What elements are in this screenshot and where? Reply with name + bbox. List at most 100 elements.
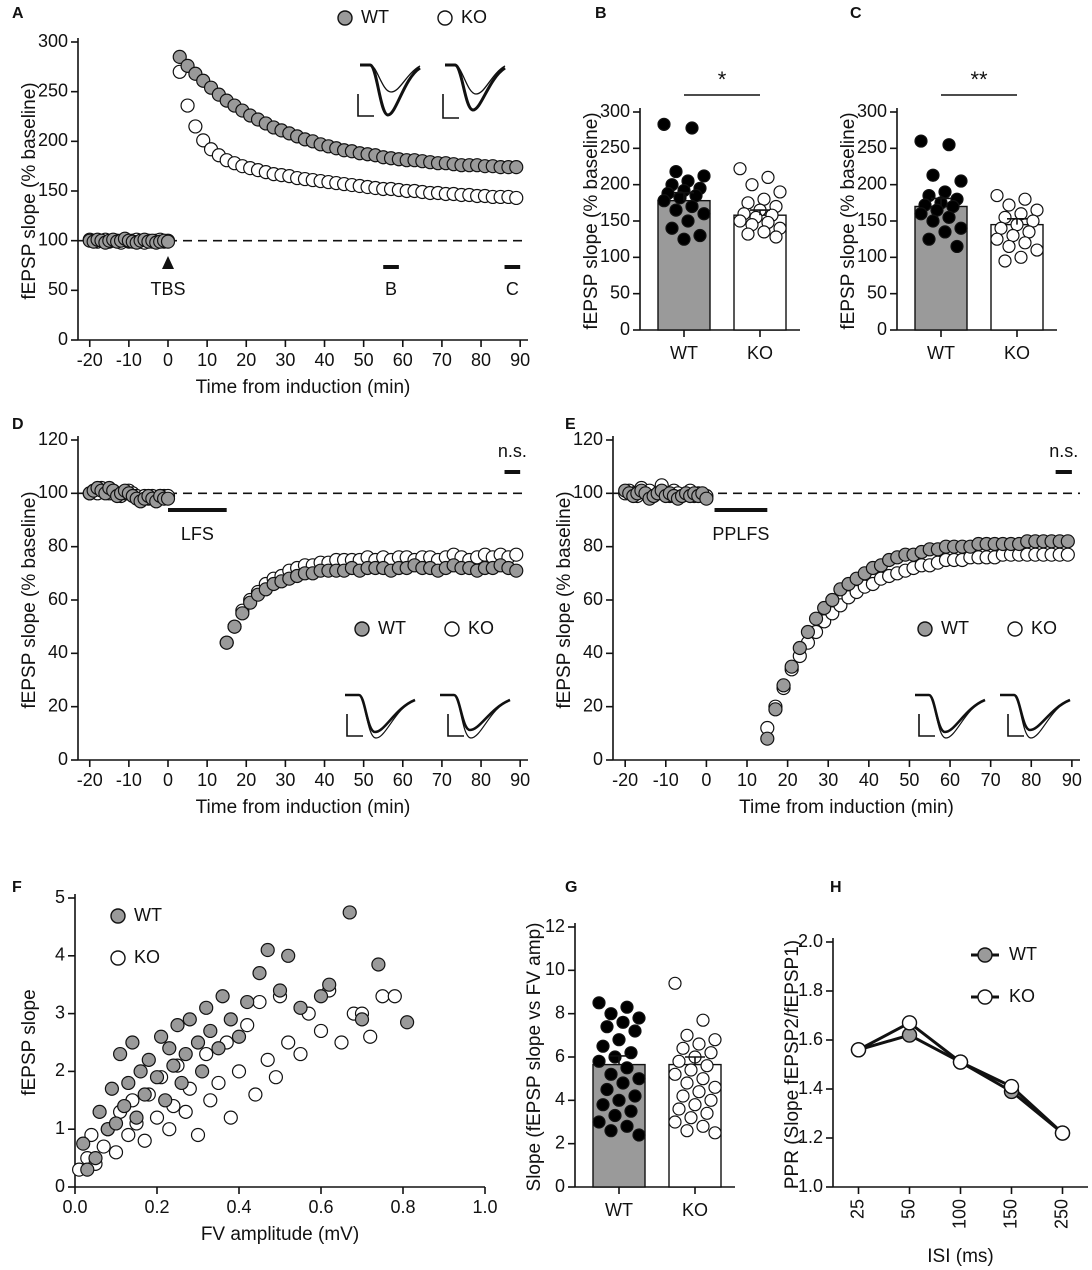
y-tick-label: 20 xyxy=(48,695,68,715)
y-axis-title: fEPSP slope (% baseline) xyxy=(19,82,40,299)
y-tick-label: 250 xyxy=(600,137,630,157)
data-point xyxy=(741,227,755,241)
trace xyxy=(1000,693,1071,732)
data-point xyxy=(994,221,1008,235)
data-point xyxy=(196,133,211,148)
y-tick-label: 100 xyxy=(600,246,630,266)
x-tick-label: 90 xyxy=(510,350,530,370)
x-tick-label: 30 xyxy=(818,770,838,790)
y-tick-label: 5 xyxy=(55,887,65,907)
data-point xyxy=(509,563,524,578)
data-point xyxy=(1030,243,1044,257)
data-point xyxy=(600,1020,614,1034)
legend-label: KO xyxy=(468,618,494,638)
data-point xyxy=(684,1063,698,1077)
inset-d-ko xyxy=(440,693,511,739)
data-point xyxy=(108,1145,124,1160)
data-point xyxy=(1060,534,1075,549)
y-tick-label: 1.0 xyxy=(798,1176,823,1196)
data-point xyxy=(998,254,1012,268)
data-point xyxy=(608,1050,622,1064)
data-point xyxy=(922,232,936,246)
data-point xyxy=(665,221,679,235)
data-point xyxy=(108,1116,124,1131)
x-tick-label: WT xyxy=(605,1200,633,1220)
annotation-label: n.s. xyxy=(498,441,527,461)
data-point xyxy=(926,168,940,182)
annotation-label: C xyxy=(506,279,519,299)
data-point xyxy=(688,1098,702,1112)
legend-marker xyxy=(354,621,370,637)
data-point xyxy=(223,1012,238,1027)
x-tick-label: 10 xyxy=(737,770,757,790)
x-tick-label: 90 xyxy=(1062,770,1082,790)
panel-letter: E xyxy=(565,416,576,433)
data-point xyxy=(92,1104,107,1119)
data-point xyxy=(914,134,928,148)
panel-letter: G xyxy=(565,879,577,896)
y-tick-label: 120 xyxy=(38,429,68,449)
trace xyxy=(440,693,511,732)
data-point xyxy=(203,1023,218,1039)
data-point xyxy=(592,1054,606,1068)
data-point xyxy=(990,188,1004,203)
panel-letter: F xyxy=(12,879,22,896)
data-point xyxy=(708,1126,722,1140)
x-tick-label: 60 xyxy=(393,350,413,370)
data-point xyxy=(708,1033,722,1047)
data-point xyxy=(149,1110,165,1125)
x-axis-title: ISI (ms) xyxy=(927,1246,994,1267)
x-tick-label: 80 xyxy=(471,350,491,370)
data-point xyxy=(681,214,695,228)
legend-marker xyxy=(917,621,933,637)
trace xyxy=(345,694,416,739)
data-point xyxy=(182,1012,197,1027)
scale-bar xyxy=(442,94,459,119)
data-point xyxy=(1022,225,1036,239)
data-point xyxy=(1060,547,1075,562)
data-point xyxy=(942,138,956,152)
x-tick-label: KO xyxy=(747,343,773,363)
data-point xyxy=(668,1067,682,1081)
legend-marker xyxy=(444,621,460,637)
y-axis-title: fEPSP slope (% baseline) xyxy=(581,112,602,329)
data-point xyxy=(137,1087,152,1102)
significance-label: ** xyxy=(970,67,988,92)
y-tick-label: 200 xyxy=(600,173,630,193)
data-point xyxy=(808,611,824,626)
y-tick-label: 40 xyxy=(48,642,68,662)
data-point xyxy=(672,1102,686,1116)
y-tick-label: 1.4 xyxy=(798,1078,823,1098)
scale-bar xyxy=(447,714,464,737)
x-tick-label: KO xyxy=(1004,343,1030,363)
data-point xyxy=(657,117,671,131)
y-tick-label: 150 xyxy=(38,180,68,200)
x-axis-title: FV amplitude (mV) xyxy=(201,1224,359,1245)
data-point xyxy=(704,1093,718,1107)
y-tick-label: 100 xyxy=(573,482,603,502)
data-point xyxy=(125,1035,140,1050)
data-point xyxy=(612,1033,626,1047)
y-tick-label: 50 xyxy=(610,282,630,302)
data-point xyxy=(692,1085,706,1099)
x-tick-label: 20 xyxy=(236,350,256,370)
annotation-label: PPLFS xyxy=(712,524,769,544)
data-point xyxy=(669,164,683,179)
data-point xyxy=(334,1035,349,1050)
data-point xyxy=(757,225,771,239)
y-tick-label: 150 xyxy=(857,210,887,230)
panel-letter: C xyxy=(850,5,862,22)
data-point xyxy=(166,1058,181,1073)
data-point xyxy=(160,234,176,249)
data-point xyxy=(371,957,386,972)
data-point xyxy=(1002,239,1016,254)
trace xyxy=(345,693,416,734)
data-point xyxy=(160,491,176,506)
y-tick-label: 1.6 xyxy=(798,1029,823,1049)
data-point xyxy=(178,1046,193,1062)
data-point xyxy=(672,1054,686,1068)
data-point xyxy=(252,994,267,1010)
legend-marker xyxy=(437,10,453,26)
data-point xyxy=(604,1007,618,1021)
x-tick-label: -20 xyxy=(77,350,103,370)
